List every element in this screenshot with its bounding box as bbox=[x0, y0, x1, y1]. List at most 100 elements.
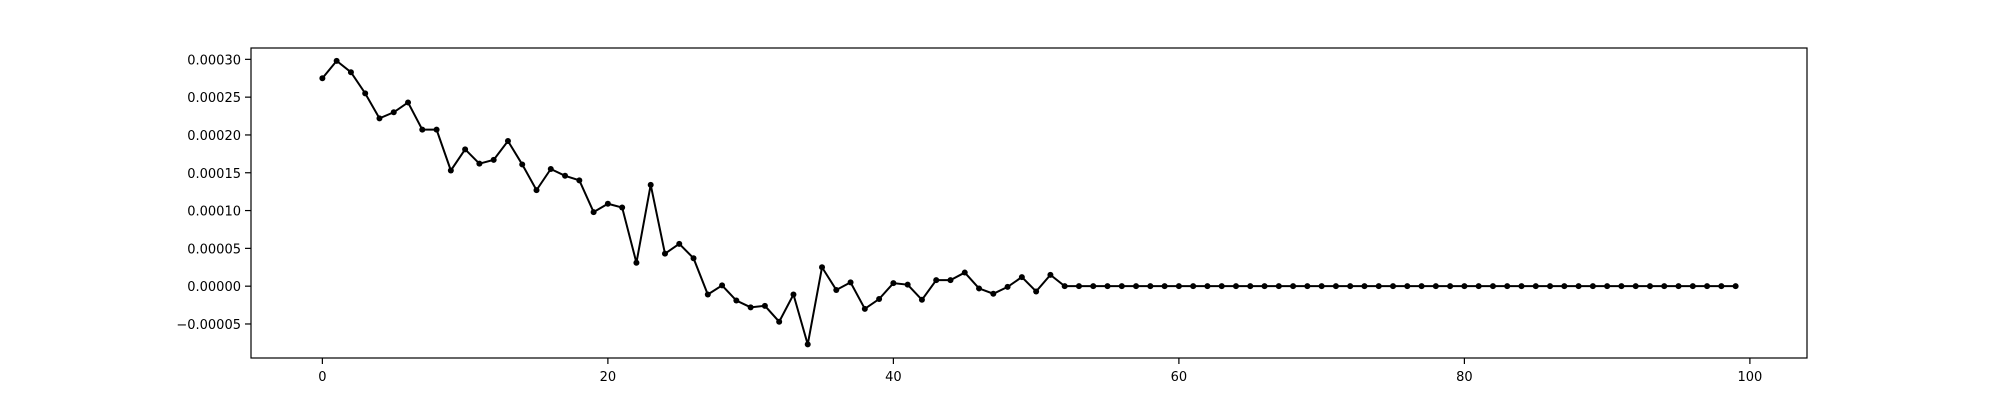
data-point bbox=[976, 285, 983, 292]
series-markers bbox=[319, 57, 1739, 348]
y-tick-label: 0.00030 bbox=[187, 53, 241, 68]
data-point bbox=[1004, 283, 1011, 290]
x-tick-label: 40 bbox=[885, 370, 902, 385]
data-point bbox=[690, 255, 697, 262]
data-point bbox=[1318, 283, 1325, 290]
data-point bbox=[861, 305, 868, 312]
data-point bbox=[676, 240, 683, 247]
data-point bbox=[1575, 283, 1582, 290]
data-point bbox=[847, 279, 854, 286]
data-point bbox=[1304, 283, 1311, 290]
y-tick-label: 0.00020 bbox=[187, 129, 241, 144]
data-point bbox=[1675, 283, 1682, 290]
data-point bbox=[347, 69, 354, 76]
data-point bbox=[1218, 283, 1225, 290]
data-point bbox=[619, 204, 626, 211]
data-point bbox=[1147, 283, 1154, 290]
data-point bbox=[804, 341, 811, 348]
data-point bbox=[576, 177, 583, 184]
data-point bbox=[1161, 283, 1168, 290]
data-point bbox=[776, 318, 783, 325]
data-point bbox=[405, 99, 412, 106]
plot-area bbox=[250, 47, 1808, 359]
data-point bbox=[1589, 283, 1596, 290]
data-point bbox=[1261, 283, 1268, 290]
data-point bbox=[1432, 283, 1439, 290]
y-tick-label: 0.00000 bbox=[187, 280, 241, 295]
data-point bbox=[1618, 283, 1625, 290]
data-point bbox=[462, 146, 469, 153]
data-point bbox=[1018, 274, 1025, 281]
x-tick-label: 0 bbox=[318, 370, 326, 385]
y-axis: −0.00005 0.00000 0.00005 0.00010 0.00015 0.00… bbox=[176, 53, 251, 333]
data-point bbox=[1175, 283, 1182, 290]
data-point bbox=[1361, 283, 1368, 290]
data-point bbox=[1118, 283, 1125, 290]
data-point bbox=[519, 161, 526, 168]
data-point bbox=[562, 172, 569, 179]
data-point bbox=[1461, 283, 1468, 290]
data-point bbox=[390, 109, 397, 116]
data-point bbox=[1532, 283, 1539, 290]
data-point bbox=[504, 138, 511, 144]
data-point bbox=[1204, 283, 1211, 290]
data-point bbox=[719, 282, 726, 289]
data-point bbox=[1561, 283, 1568, 290]
data-point bbox=[1047, 271, 1054, 278]
data-point bbox=[1247, 283, 1254, 290]
data-point bbox=[1604, 283, 1611, 290]
x-tick-label: 80 bbox=[1456, 370, 1473, 385]
data-point bbox=[1232, 283, 1239, 290]
y-tick-label: 0.00015 bbox=[187, 167, 241, 182]
data-point bbox=[1447, 283, 1454, 290]
data-point bbox=[1689, 283, 1696, 290]
data-point bbox=[1646, 283, 1653, 290]
data-point bbox=[1504, 283, 1511, 290]
y-tick-label: 0.00025 bbox=[187, 91, 241, 106]
data-point bbox=[1661, 283, 1668, 290]
data-point bbox=[1547, 283, 1554, 290]
y-tick-label: −0.00005 bbox=[176, 318, 241, 333]
data-point bbox=[1475, 283, 1482, 290]
data-point bbox=[419, 126, 426, 133]
series-line bbox=[321, 59, 1736, 345]
x-axis: 0 20 40 60 80 100 bbox=[318, 358, 1762, 385]
data-point bbox=[1418, 283, 1425, 290]
data-point bbox=[947, 277, 954, 284]
data-point bbox=[819, 264, 826, 271]
y-tick-label: 0.00005 bbox=[187, 242, 241, 257]
data-point bbox=[362, 90, 369, 97]
data-point bbox=[433, 126, 440, 133]
data-point bbox=[533, 187, 540, 194]
data-point bbox=[590, 209, 597, 216]
data-point bbox=[933, 277, 940, 284]
data-point bbox=[990, 290, 997, 297]
data-point bbox=[1104, 283, 1111, 290]
data-point bbox=[1290, 283, 1297, 290]
data-point bbox=[1075, 283, 1082, 290]
data-point bbox=[604, 200, 611, 207]
data-point bbox=[1275, 283, 1282, 290]
data-point bbox=[1375, 283, 1382, 290]
data-point bbox=[1732, 283, 1739, 290]
data-point bbox=[1632, 283, 1639, 290]
data-point bbox=[918, 296, 925, 303]
data-point bbox=[547, 165, 554, 172]
data-point bbox=[476, 160, 483, 167]
data-point bbox=[633, 259, 640, 266]
data-point bbox=[733, 297, 740, 304]
data-point bbox=[1489, 283, 1496, 290]
data-point bbox=[647, 181, 654, 188]
data-point bbox=[747, 304, 754, 311]
data-point bbox=[1061, 283, 1068, 290]
data-point bbox=[1190, 283, 1197, 290]
data-point bbox=[790, 291, 797, 298]
data-point bbox=[961, 269, 968, 276]
data-point bbox=[319, 75, 326, 82]
data-point bbox=[1133, 283, 1140, 290]
data-point bbox=[1704, 283, 1711, 290]
data-point bbox=[447, 167, 454, 174]
data-point bbox=[1390, 283, 1397, 290]
data-point bbox=[1090, 283, 1097, 290]
